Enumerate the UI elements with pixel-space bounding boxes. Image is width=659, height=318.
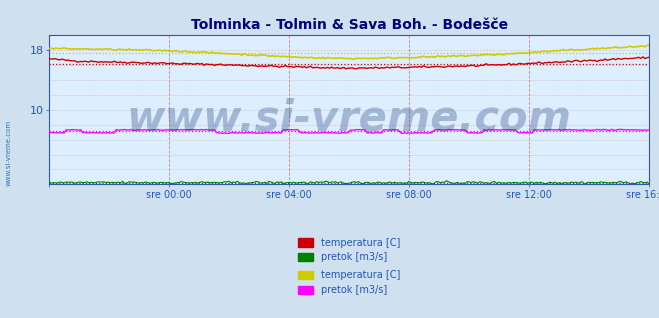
Legend: temperatura [C], pretok [m3/s]: temperatura [C], pretok [m3/s] [295,266,404,299]
Title: Tolminka - Tolmin & Sava Boh. - Bodešče: Tolminka - Tolmin & Sava Boh. - Bodešče [190,18,508,32]
Text: www.si-vreme.com: www.si-vreme.com [127,98,572,140]
Text: www.si-vreme.com: www.si-vreme.com [5,120,12,186]
